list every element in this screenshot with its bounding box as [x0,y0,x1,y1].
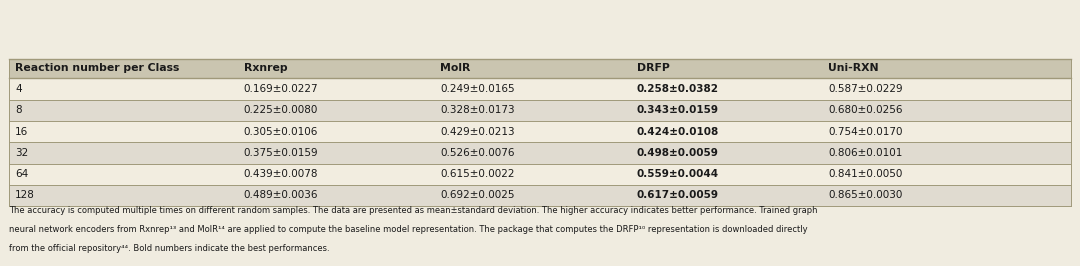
Text: 0.841±0.0050: 0.841±0.0050 [828,169,903,179]
Text: 0.498±0.0059: 0.498±0.0059 [637,148,718,158]
Text: 0.328±0.0173: 0.328±0.0173 [441,105,515,115]
Text: 0.865±0.0030: 0.865±0.0030 [828,190,903,201]
Text: 0.225±0.0080: 0.225±0.0080 [244,105,318,115]
Text: 32: 32 [15,148,28,158]
Text: 0.526±0.0076: 0.526±0.0076 [441,148,515,158]
Text: 0.587±0.0229: 0.587±0.0229 [828,84,903,94]
Text: neural network encoders from Rxnrep¹³ and MolR¹⁴ are applied to compute the base: neural network encoders from Rxnrep¹³ an… [9,225,807,234]
Text: 0.489±0.0036: 0.489±0.0036 [244,190,319,201]
Text: MolR: MolR [441,63,471,73]
Text: 16: 16 [15,127,28,136]
Text: Uni-RXN: Uni-RXN [828,63,879,73]
Text: Rxnrep: Rxnrep [244,63,287,73]
Text: 128: 128 [15,190,35,201]
Text: 0.305±0.0106: 0.305±0.0106 [244,127,318,136]
Bar [9,164,1071,185]
Text: The accuracy is computed multiple times on different random samples. The data ar: The accuracy is computed multiple times … [9,206,818,215]
Bar [9,78,1071,99]
Text: 0.615±0.0022: 0.615±0.0022 [441,169,515,179]
Bar [9,99,1071,121]
Text: 0.617±0.0059: 0.617±0.0059 [637,190,719,201]
Text: 0.559±0.0044: 0.559±0.0044 [637,169,719,179]
Text: 0.692±0.0025: 0.692±0.0025 [441,190,515,201]
Text: 4: 4 [15,84,22,94]
Text: 0.429±0.0213: 0.429±0.0213 [441,127,515,136]
Bar [9,142,1071,164]
Text: 0.806±0.0101: 0.806±0.0101 [828,148,903,158]
Text: 0.249±0.0165: 0.249±0.0165 [441,84,515,94]
Bar [9,185,1071,206]
Bar [9,59,1071,78]
Text: 0.680±0.0256: 0.680±0.0256 [828,105,903,115]
Text: DRFP: DRFP [637,63,670,73]
Text: 0.424±0.0108: 0.424±0.0108 [637,127,719,136]
Text: Reaction number per Class: Reaction number per Class [15,63,179,73]
Text: 0.343±0.0159: 0.343±0.0159 [637,105,719,115]
Text: 0.169±0.0227: 0.169±0.0227 [244,84,319,94]
Text: 0.439±0.0078: 0.439±0.0078 [244,169,319,179]
Bar [9,121,1071,142]
Text: 8: 8 [15,105,22,115]
Text: 0.754±0.0170: 0.754±0.0170 [828,127,903,136]
Text: 0.375±0.0159: 0.375±0.0159 [244,148,319,158]
Text: 0.258±0.0382: 0.258±0.0382 [637,84,719,94]
Text: 64: 64 [15,169,28,179]
Text: from the official repository⁴⁴. Bold numbers indicate the best performances.: from the official repository⁴⁴. Bold num… [9,244,329,253]
